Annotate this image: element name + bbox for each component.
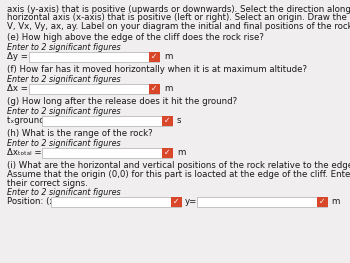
Text: Position: (x=: Position: (x= xyxy=(7,197,62,206)
Text: Δy =: Δy = xyxy=(7,52,28,61)
Text: ✓: ✓ xyxy=(319,197,326,206)
Text: y=: y= xyxy=(185,197,197,206)
FancyBboxPatch shape xyxy=(197,196,327,206)
Text: ✓: ✓ xyxy=(164,116,171,125)
FancyBboxPatch shape xyxy=(42,115,172,125)
Text: (h) What is the range of the rock?: (h) What is the range of the rock? xyxy=(7,129,153,139)
FancyBboxPatch shape xyxy=(162,148,173,158)
Text: Δxₜₒₜₐₗ =: Δxₜₒₜₐₗ = xyxy=(7,148,42,157)
FancyBboxPatch shape xyxy=(149,83,160,94)
Text: (i) What are the horizontal and vertical positions of the rock relative to the e: (i) What are the horizontal and vertical… xyxy=(7,161,350,170)
Text: s: s xyxy=(177,116,182,125)
Text: m: m xyxy=(331,197,340,206)
FancyBboxPatch shape xyxy=(29,52,159,62)
Text: Δx =: Δx = xyxy=(7,84,28,93)
FancyBboxPatch shape xyxy=(171,196,182,206)
Text: Enter to 2 significant figures: Enter to 2 significant figures xyxy=(7,188,121,197)
Text: ✓: ✓ xyxy=(151,52,158,61)
Text: m: m xyxy=(177,148,186,157)
FancyBboxPatch shape xyxy=(51,196,181,206)
Text: (e) How high above the edge of the cliff does the rock rise?: (e) How high above the edge of the cliff… xyxy=(7,33,264,43)
Text: tₓground =: tₓground = xyxy=(7,116,55,125)
Text: Enter to 2 significant figures: Enter to 2 significant figures xyxy=(7,107,121,116)
FancyBboxPatch shape xyxy=(29,83,159,94)
Text: (f) How far has it moved horizontally when it is at maximum altitude?: (f) How far has it moved horizontally wh… xyxy=(7,65,307,74)
Text: axis (y-axis) that is positive (upwards or downwards). Select the direction alon: axis (y-axis) that is positive (upwards … xyxy=(7,5,350,14)
Text: m: m xyxy=(164,52,172,61)
Text: m: m xyxy=(164,84,172,93)
FancyBboxPatch shape xyxy=(317,196,328,206)
Text: Assume that the origin (0,0) for this part is loacted at the edge of the cliff. : Assume that the origin (0,0) for this pa… xyxy=(7,170,350,179)
Text: ✓: ✓ xyxy=(164,148,171,157)
Text: V, Vx, Vy, ax, ay. Label on your diagram the initial and final positions of the : V, Vx, Vy, ax, ay. Label on your diagram… xyxy=(7,22,350,31)
FancyBboxPatch shape xyxy=(149,52,160,62)
Text: ✓: ✓ xyxy=(173,197,180,206)
Text: ✓: ✓ xyxy=(151,84,158,93)
FancyBboxPatch shape xyxy=(42,148,172,158)
Text: (g) How long after the release does it hit the ground?: (g) How long after the release does it h… xyxy=(7,98,237,107)
FancyBboxPatch shape xyxy=(162,115,173,125)
Text: Enter to 2 significant figures: Enter to 2 significant figures xyxy=(7,139,121,148)
Text: Enter to 2 significant figures: Enter to 2 significant figures xyxy=(7,43,121,52)
Text: Enter to 2 significant figures: Enter to 2 significant figures xyxy=(7,75,121,84)
Text: horizontal axis (x-axis) that is positive (left or right). Select an origin. Dra: horizontal axis (x-axis) that is positiv… xyxy=(7,13,350,23)
Text: their correct signs.: their correct signs. xyxy=(7,179,88,188)
